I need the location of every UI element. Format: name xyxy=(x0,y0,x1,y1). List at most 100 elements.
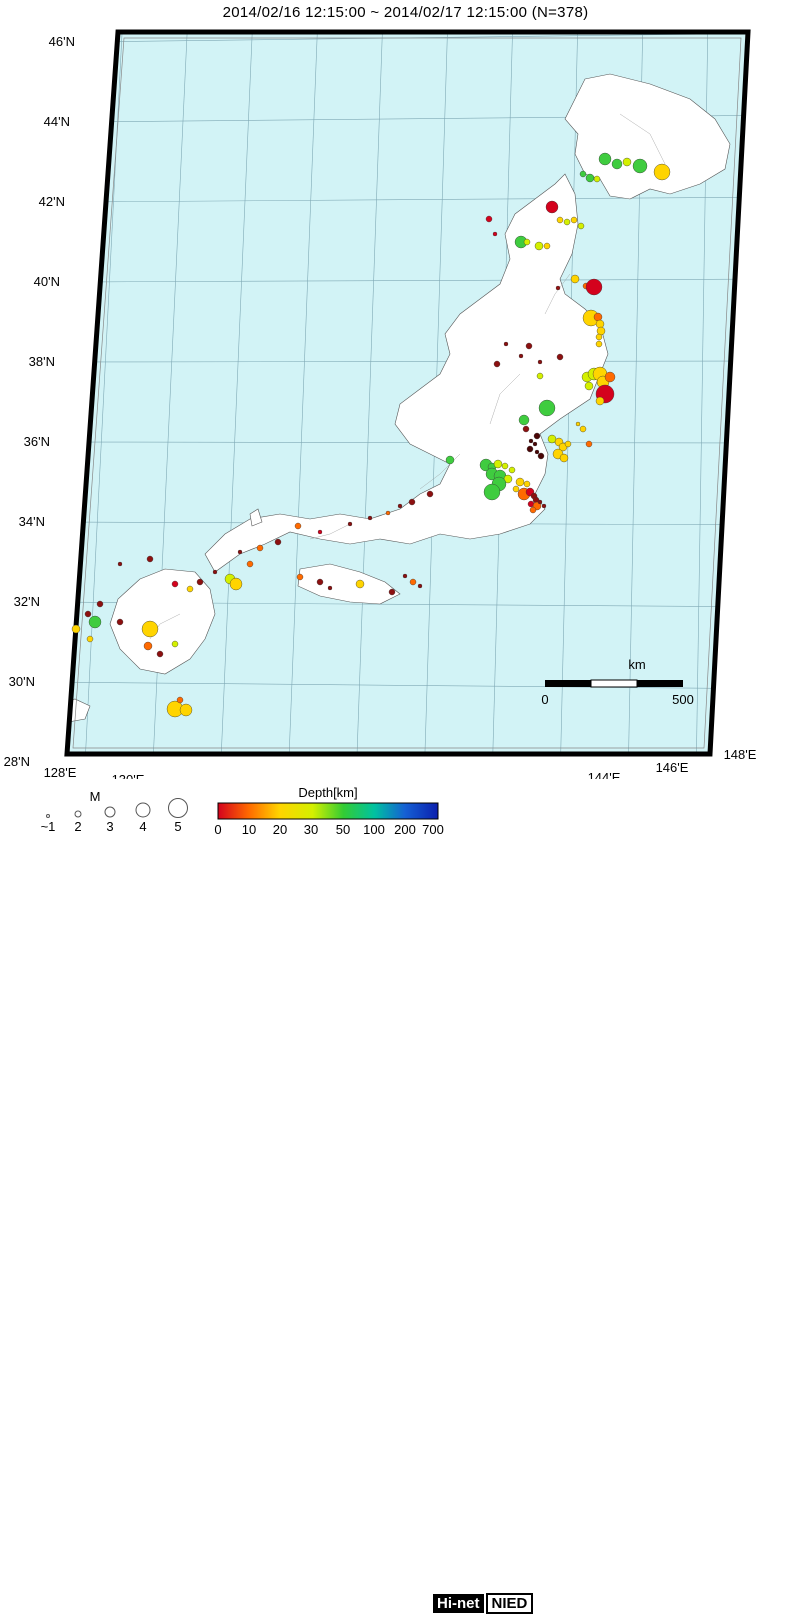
earthquake-marker-30 xyxy=(519,354,523,358)
svg-text:4: 4 xyxy=(139,819,146,834)
svg-text:0: 0 xyxy=(541,692,548,707)
map-window: 2014/02/16 12:15:00 ~ 2014/02/17 12:15:0… xyxy=(0,0,811,862)
earthquake-marker-74 xyxy=(524,481,530,487)
svg-text:0: 0 xyxy=(214,822,221,837)
svg-text:2: 2 xyxy=(74,819,81,834)
earthquake-marker-48 xyxy=(529,439,533,443)
magnitude-circle-5 xyxy=(169,799,188,818)
earthquake-marker-109 xyxy=(403,574,407,578)
svg-text:148'E: 148'E xyxy=(724,747,757,762)
svg-text:38'N: 38'N xyxy=(29,354,55,369)
earthquake-marker-46 xyxy=(523,426,529,432)
earthquake-marker-93 xyxy=(275,539,281,545)
svg-text:34'N: 34'N xyxy=(19,514,45,529)
earthquake-marker-61 xyxy=(586,441,592,447)
earthquake-marker-51 xyxy=(535,450,539,454)
earthquake-marker-87 xyxy=(398,504,402,508)
magnitude-circle-2 xyxy=(75,811,81,817)
svg-text:200: 200 xyxy=(394,822,416,837)
earthquake-marker-95 xyxy=(238,550,242,554)
latitude-labels: 28'N 30'N 32'N 34'N 36'N 38'N 40'N 42'N … xyxy=(4,34,75,769)
earthquake-marker-86 xyxy=(409,499,415,505)
earthquake-marker-89 xyxy=(368,516,372,520)
earthquake-marker-65 xyxy=(494,460,502,468)
svg-text:500: 500 xyxy=(672,692,694,707)
earthquake-marker-121 xyxy=(144,642,152,650)
svg-text:40'N: 40'N xyxy=(34,274,60,289)
earthquake-marker-107 xyxy=(328,586,332,590)
earthquake-marker-115 xyxy=(89,616,101,628)
magnitude-circle-3 xyxy=(105,807,115,817)
earthquake-marker-58 xyxy=(565,441,571,447)
earthquake-marker-97 xyxy=(213,570,217,574)
earthquake-marker-50 xyxy=(527,446,533,452)
earthquake-marker-112 xyxy=(389,589,395,595)
earthquake-marker-11 xyxy=(557,217,563,223)
nied-logo-text: NIED xyxy=(486,1593,534,1614)
earthquake-marker-3 xyxy=(633,159,647,173)
earthquake-marker-73 xyxy=(516,478,524,486)
earthquake-marker-60 xyxy=(560,454,568,462)
bottom-legend-panel: M ~1 2 3 4 5 Depth[km] xyxy=(0,779,811,862)
earthquake-marker-75 xyxy=(513,486,519,492)
svg-text:144'E: 144'E xyxy=(588,770,621,779)
earthquake-marker-124 xyxy=(180,704,192,716)
earthquake-marker-96 xyxy=(247,561,253,567)
earthquake-marker-113 xyxy=(97,601,103,607)
earthquake-marker-40 xyxy=(605,372,615,382)
svg-text:50: 50 xyxy=(336,822,350,837)
earthquake-marker-24 xyxy=(594,313,602,321)
svg-text:36'N: 36'N xyxy=(24,434,50,449)
hi-net-logo-text: Hi-net xyxy=(433,1594,484,1613)
earthquake-marker-120 xyxy=(172,641,178,647)
earthquake-marker-20 xyxy=(571,275,579,283)
earthquake-marker-33 xyxy=(557,354,563,360)
earthquake-marker-62 xyxy=(446,456,454,464)
earthquake-marker-53 xyxy=(576,422,580,426)
earthquake-marker-35 xyxy=(537,373,543,379)
earthquake-marker-1 xyxy=(612,159,622,169)
earthquake-marker-41 xyxy=(585,382,593,390)
earthquake-marker-43 xyxy=(596,397,604,405)
earthquake-marker-125 xyxy=(177,697,183,703)
earthquake-marker-25 xyxy=(596,320,604,328)
svg-text:3: 3 xyxy=(106,819,113,834)
earthquake-marker-9 xyxy=(486,216,492,222)
earthquake-marker-83 xyxy=(538,500,542,504)
earthquake-marker-118 xyxy=(142,621,158,637)
svg-text:Depth[km]: Depth[km] xyxy=(298,785,357,800)
earthquake-marker-19 xyxy=(556,286,560,290)
svg-text:30'N: 30'N xyxy=(9,674,35,689)
svg-text:42'N: 42'N xyxy=(39,194,65,209)
earthquake-marker-114 xyxy=(85,611,91,617)
earthquake-marker-17 xyxy=(535,242,543,250)
page-title: 2014/02/16 12:15:00 ~ 2014/02/17 12:15:0… xyxy=(0,4,811,21)
magnitude-circle-4 xyxy=(136,803,150,817)
earthquake-marker-66 xyxy=(502,463,508,469)
earthquake-marker-14 xyxy=(578,223,584,229)
earthquake-marker-117 xyxy=(117,619,123,625)
earthquake-marker-110 xyxy=(410,579,416,585)
earthquake-marker-99 xyxy=(118,562,122,566)
earthquake-marker-2 xyxy=(623,158,631,166)
earthquake-marker-7 xyxy=(594,176,600,182)
svg-text:5: 5 xyxy=(174,819,181,834)
svg-text:M: M xyxy=(90,789,101,804)
svg-text:10: 10 xyxy=(242,822,256,837)
earthquake-marker-5 xyxy=(580,171,586,177)
svg-text:100: 100 xyxy=(363,822,385,837)
earthquake-marker-10 xyxy=(493,232,497,236)
svg-text:146'E: 146'E xyxy=(656,760,689,775)
earthquake-marker-98 xyxy=(147,556,153,562)
earthquake-marker-8 xyxy=(546,201,558,213)
earthquake-marker-18 xyxy=(544,243,550,249)
svg-text:128'E: 128'E xyxy=(44,765,77,779)
earthquake-marker-67 xyxy=(509,467,515,473)
earthquake-marker-45 xyxy=(519,415,529,425)
svg-text:~1: ~1 xyxy=(41,819,56,834)
svg-text:32'N: 32'N xyxy=(14,594,40,609)
earthquake-marker-6 xyxy=(586,174,594,182)
magnitude-legend-group: M ~1 2 3 4 5 xyxy=(41,789,188,834)
earthquake-marker-94 xyxy=(257,545,263,551)
earthquake-marker-119 xyxy=(87,636,93,642)
